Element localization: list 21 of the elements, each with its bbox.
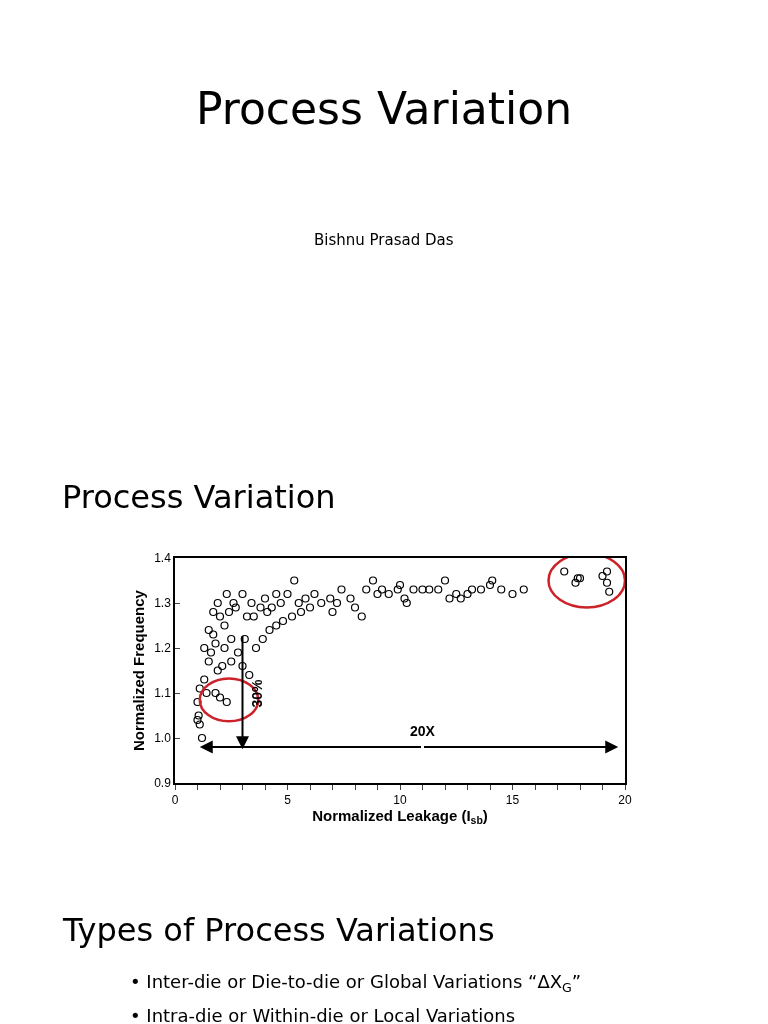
chart-title: Process Variation — [196, 83, 573, 134]
annotation: 30% — [248, 678, 265, 708]
annotation: 20X — [410, 723, 436, 739]
y-tick-label: 1.0 — [154, 731, 172, 746]
text: • Intra-die or Within-die or Local Variations — [130, 1005, 516, 1024]
y-tick-label: 1.1 — [154, 686, 172, 701]
y-tick-label: 1.3 — [154, 596, 172, 611]
y-axis-title: Normalized Frequency — [129, 589, 147, 751]
chart-subtitle: Bishnu Prasad Das — [314, 231, 454, 249]
x-tick-label: 15 — [505, 793, 520, 808]
x-tick-label: 5 — [284, 793, 292, 808]
text: • Inter-die or Die-to-die or Global Variations “ΔX$_{G}$” — [130, 971, 582, 995]
y-tick-label: 1.4 — [154, 551, 172, 566]
y-tick-label: 0.9 — [154, 776, 172, 791]
x-tick-label: 0 — [171, 793, 179, 808]
text: Types of Process Variations — [62, 911, 495, 949]
x-tick-label: 20 — [618, 793, 632, 808]
x-tick-label: 10 — [393, 793, 407, 808]
y-tick-label: 1.2 — [154, 641, 172, 656]
x-axis-title: Normalized Leakage (I$_{sb}$) — [312, 807, 488, 827]
text: Process Variation — [62, 478, 336, 516]
